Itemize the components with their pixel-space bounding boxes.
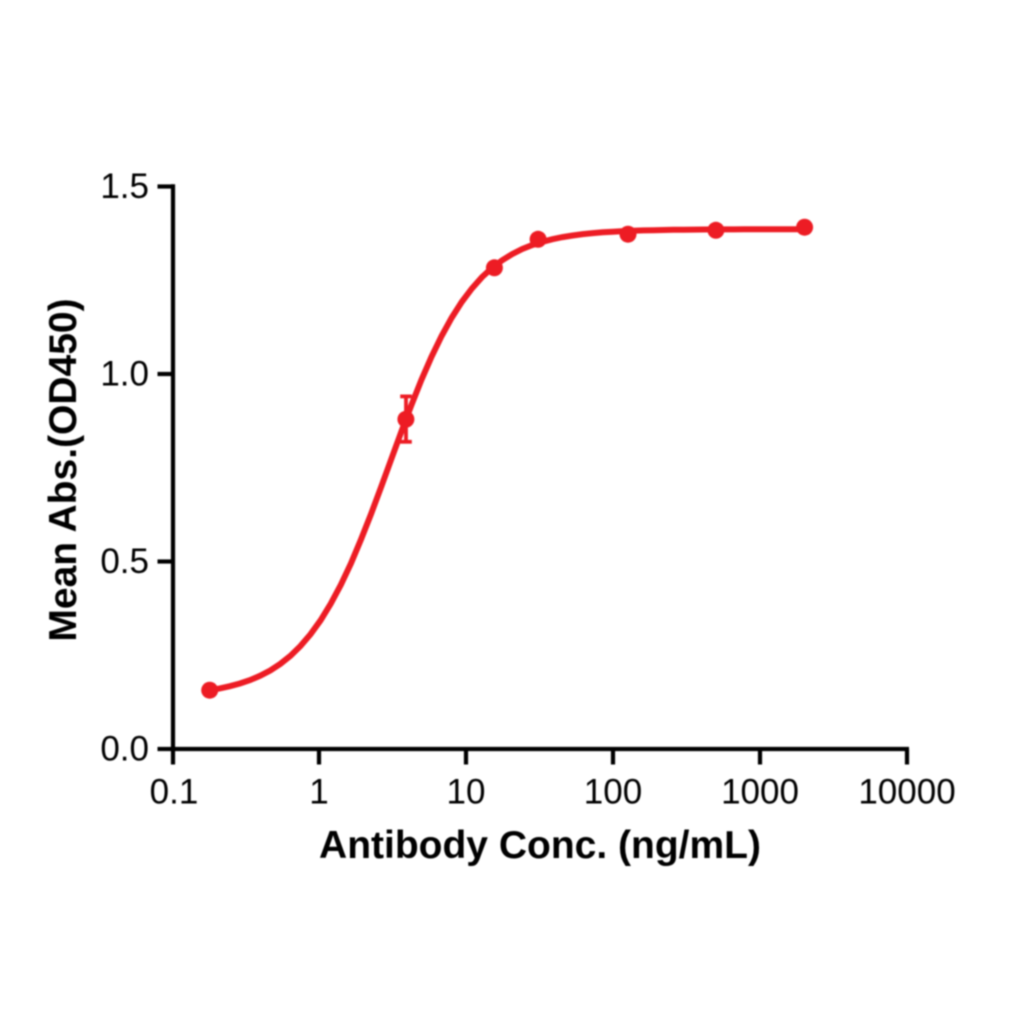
svg-text:1.0: 1.0	[100, 355, 149, 394]
svg-text:10: 10	[447, 773, 486, 812]
svg-text:Antibody Conc. (ng/mL): Antibody Conc. (ng/mL)	[319, 824, 761, 867]
svg-text:Mean Abs.(OD450): Mean Abs.(OD450)	[42, 298, 85, 641]
svg-text:0.0: 0.0	[100, 730, 149, 769]
svg-text:0.1: 0.1	[150, 773, 199, 812]
svg-text:100: 100	[584, 773, 642, 812]
svg-text:1000: 1000	[721, 773, 799, 812]
svg-text:1.5: 1.5	[100, 167, 149, 206]
svg-text:0.5: 0.5	[100, 542, 149, 581]
svg-text:1: 1	[309, 773, 328, 812]
svg-text:10000: 10000	[858, 773, 955, 812]
